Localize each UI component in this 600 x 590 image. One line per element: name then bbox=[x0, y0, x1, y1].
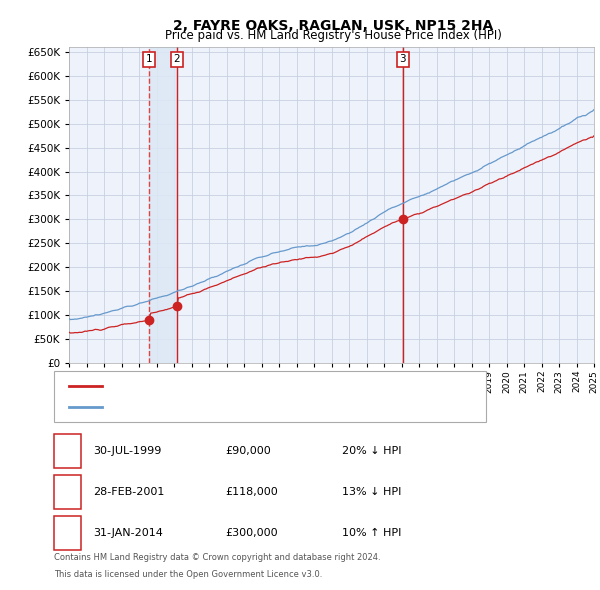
Text: 3: 3 bbox=[400, 54, 406, 64]
Text: 30-JUL-1999: 30-JUL-1999 bbox=[93, 446, 161, 455]
Text: 2: 2 bbox=[173, 54, 180, 64]
Text: 2, FAYRE OAKS, RAGLAN, USK, NP15 2HA (detached house): 2, FAYRE OAKS, RAGLAN, USK, NP15 2HA (de… bbox=[109, 381, 403, 391]
Bar bbox=[149, 47, 177, 363]
Text: £90,000: £90,000 bbox=[225, 446, 271, 455]
Text: 10% ↑ HPI: 10% ↑ HPI bbox=[342, 529, 401, 538]
Text: 3: 3 bbox=[64, 529, 71, 538]
Text: 2, FAYRE OAKS, RAGLAN, USK, NP15 2HA: 2, FAYRE OAKS, RAGLAN, USK, NP15 2HA bbox=[173, 19, 493, 33]
Text: £300,000: £300,000 bbox=[225, 529, 278, 538]
Text: HPI: Average price, detached house, Monmouthshire: HPI: Average price, detached house, Monm… bbox=[109, 402, 371, 412]
Text: 28-FEB-2001: 28-FEB-2001 bbox=[93, 487, 164, 497]
Text: Price paid vs. HM Land Registry's House Price Index (HPI): Price paid vs. HM Land Registry's House … bbox=[164, 30, 502, 42]
Text: 31-JAN-2014: 31-JAN-2014 bbox=[93, 529, 163, 538]
Text: 2: 2 bbox=[64, 487, 71, 497]
Text: 1: 1 bbox=[64, 446, 71, 455]
Text: 13% ↓ HPI: 13% ↓ HPI bbox=[342, 487, 401, 497]
Text: 1: 1 bbox=[146, 54, 152, 64]
Text: 20% ↓ HPI: 20% ↓ HPI bbox=[342, 446, 401, 455]
Text: Contains HM Land Registry data © Crown copyright and database right 2024.: Contains HM Land Registry data © Crown c… bbox=[54, 553, 380, 562]
Text: £118,000: £118,000 bbox=[225, 487, 278, 497]
Text: This data is licensed under the Open Government Licence v3.0.: This data is licensed under the Open Gov… bbox=[54, 571, 322, 579]
